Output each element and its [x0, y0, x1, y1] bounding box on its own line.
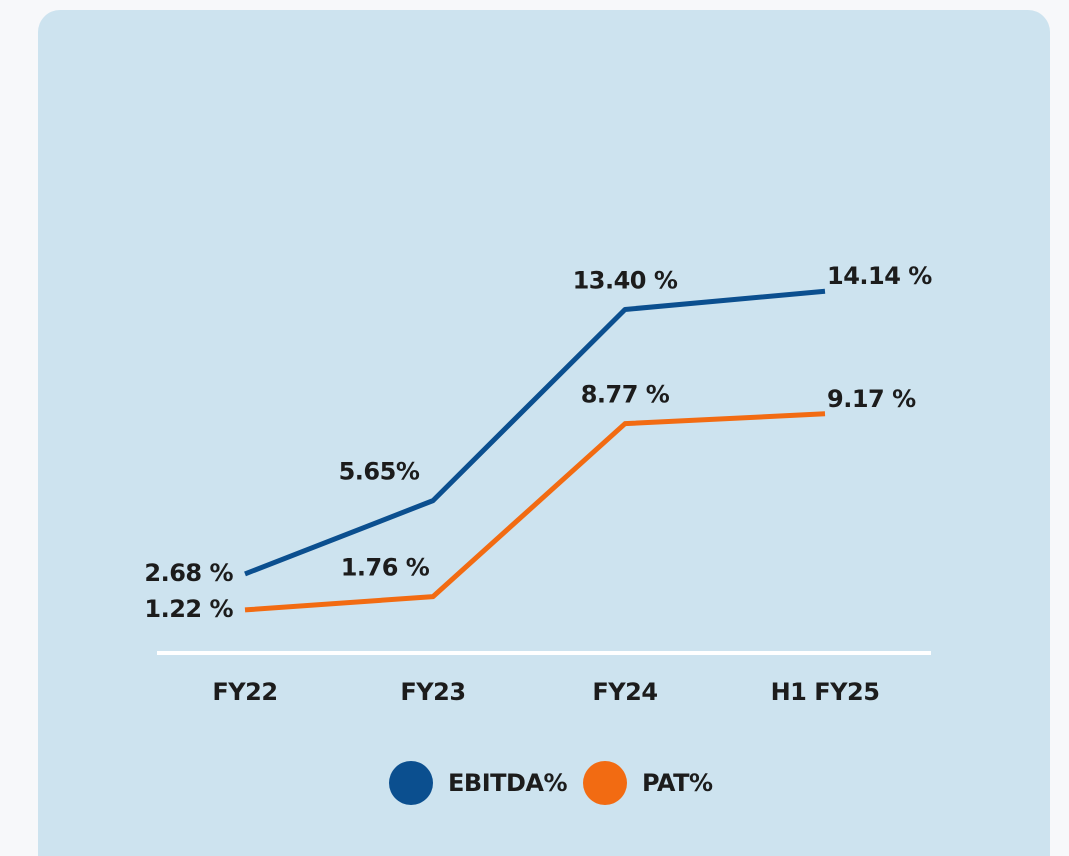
legend-swatch	[583, 761, 627, 805]
x-tick-label: H1 FY25	[771, 678, 880, 706]
chart-card	[38, 10, 1050, 856]
x-tick-label: FY22	[212, 678, 277, 706]
value-label: 1.76 %	[341, 554, 430, 582]
value-label: 2.68 %	[144, 559, 233, 587]
value-label: 5.65%	[339, 458, 420, 486]
value-label: 8.77 %	[581, 381, 670, 409]
legend-label: EBITDA%	[448, 769, 567, 797]
x-tick-label: FY24	[592, 678, 657, 706]
x-tick-label: FY23	[400, 678, 465, 706]
legend-swatch	[389, 761, 433, 805]
line	[244, 411, 826, 613]
legend-label: PAT%	[642, 769, 713, 797]
value-label: 9.17 %	[827, 385, 916, 413]
value-label: 1.22 %	[144, 595, 233, 623]
value-label: 13.40 %	[573, 266, 678, 294]
value-label: 14.14 %	[827, 262, 932, 290]
line	[244, 288, 826, 577]
